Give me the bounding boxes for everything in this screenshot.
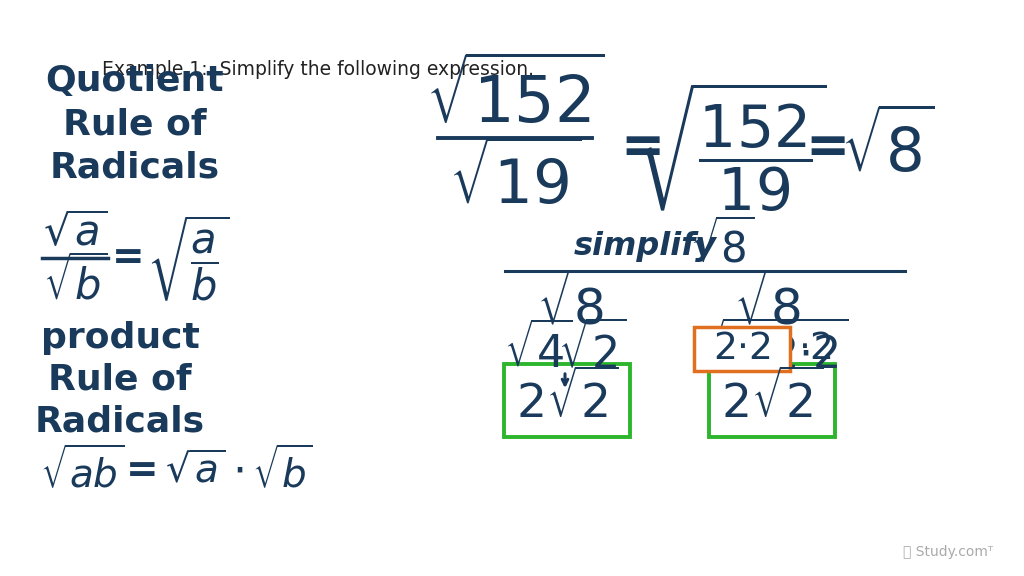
Text: =: =	[806, 122, 850, 174]
Text: ${\cdot}$: ${\cdot}$	[232, 449, 244, 492]
Text: product: product	[41, 321, 200, 355]
Text: =: =	[112, 239, 144, 277]
FancyBboxPatch shape	[709, 364, 835, 437]
Text: Ⓢ Study.comᵀ: Ⓢ Study.comᵀ	[903, 545, 993, 559]
Text: Radicals: Radicals	[35, 405, 205, 439]
Text: Rule of: Rule of	[48, 363, 191, 397]
Text: $\sqrt{ab}$: $\sqrt{ab}$	[40, 446, 124, 495]
Text: $\sqrt{b}$: $\sqrt{b}$	[252, 446, 312, 495]
Text: $\sqrt{\dfrac{152}{19}}$: $\sqrt{\dfrac{152}{19}}$	[634, 81, 826, 215]
Text: $\sqrt{8}$: $\sqrt{8}$	[842, 111, 935, 185]
Text: ${\cdot}2$: ${\cdot}2$	[798, 331, 833, 367]
Text: $\sqrt{8}$: $\sqrt{8}$	[537, 274, 613, 335]
Text: $\sqrt{2}$: $\sqrt{2}$	[557, 322, 627, 378]
FancyBboxPatch shape	[504, 364, 630, 437]
Text: $\sqrt{\dfrac{a}{b}}$: $\sqrt{\dfrac{a}{b}}$	[146, 213, 229, 303]
Text: Rule of: Rule of	[63, 107, 207, 141]
Text: $2\sqrt{2}$: $2\sqrt{2}$	[516, 372, 618, 429]
Text: $\sqrt{8}$: $\sqrt{8}$	[690, 220, 755, 272]
Text: $2{\cdot}2$: $2{\cdot}2$	[713, 331, 771, 367]
Text: $\sqrt{4}$: $\sqrt{4}$	[504, 323, 572, 377]
Text: $\sqrt{2{\cdot}2{\cdot}2}$: $\sqrt{2{\cdot}2{\cdot}2}$	[695, 322, 849, 378]
Text: simplify: simplify	[573, 230, 717, 262]
Text: $\sqrt{a}$: $\sqrt{a}$	[43, 213, 108, 255]
Text: $\sqrt{8}$: $\sqrt{8}$	[733, 274, 810, 335]
Text: $\sqrt{152}$: $\sqrt{152}$	[426, 59, 604, 137]
FancyBboxPatch shape	[694, 327, 790, 371]
Text: $\sqrt{a}$: $\sqrt{a}$	[165, 452, 225, 490]
Text: Quotient: Quotient	[46, 64, 224, 98]
Text: $\sqrt{b}$: $\sqrt{b}$	[43, 256, 108, 308]
Text: Radicals: Radicals	[50, 151, 220, 185]
Text: $2\sqrt{2}$: $2\sqrt{2}$	[721, 372, 823, 429]
Text: $\sqrt{19}$: $\sqrt{19}$	[449, 143, 582, 217]
Text: Example 1:  Simplify the following expression.: Example 1: Simplify the following expres…	[102, 60, 535, 78]
Text: =: =	[620, 122, 665, 174]
Text: =: =	[126, 452, 159, 490]
